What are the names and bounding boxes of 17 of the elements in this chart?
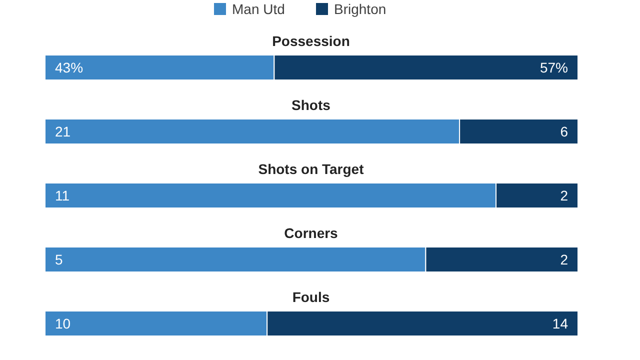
- chart-title: Shots: [292, 97, 331, 113]
- data-label: 10: [55, 316, 71, 332]
- chart-title: Fouls: [292, 289, 330, 305]
- data-label: 11: [55, 188, 70, 204]
- data-label: 2: [560, 188, 568, 204]
- data-label: 57%: [540, 60, 568, 76]
- data-label: 21: [55, 124, 71, 140]
- data-label: 6: [560, 124, 568, 140]
- text: Brighton: [334, 1, 386, 17]
- data-label: 14: [552, 316, 568, 332]
- data-label: 2: [560, 252, 568, 268]
- chart-title: Corners: [284, 225, 338, 241]
- legend-label: Man Utd: [232, 1, 285, 17]
- chart-title: Possession: [272, 33, 350, 49]
- data-label: 5: [55, 252, 63, 268]
- chart-title: Shots on Target: [258, 161, 364, 177]
- data-label: 43%: [55, 60, 84, 76]
